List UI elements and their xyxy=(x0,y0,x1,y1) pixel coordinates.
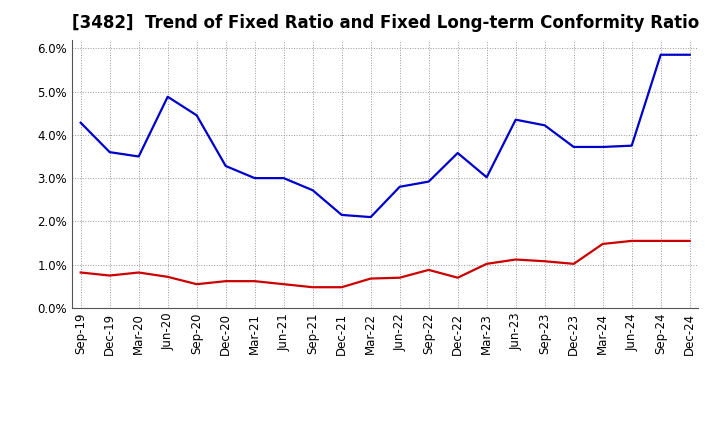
Fixed Ratio xyxy=(221,163,230,169)
Fixed Long-term Conformity Ratio xyxy=(163,274,172,279)
Fixed Ratio xyxy=(279,176,288,181)
Fixed Ratio xyxy=(76,120,85,125)
Fixed Ratio xyxy=(598,144,607,150)
Fixed Long-term Conformity Ratio xyxy=(685,238,694,244)
Fixed Long-term Conformity Ratio xyxy=(338,285,346,290)
Fixed Ratio xyxy=(657,52,665,57)
Title: [3482]  Trend of Fixed Ratio and Fixed Long-term Conformity Ratio: [3482] Trend of Fixed Ratio and Fixed Lo… xyxy=(71,15,699,33)
Fixed Long-term Conformity Ratio xyxy=(570,261,578,267)
Fixed Ratio xyxy=(163,94,172,99)
Fixed Ratio xyxy=(338,212,346,217)
Fixed Long-term Conformity Ratio xyxy=(541,259,549,264)
Fixed Ratio xyxy=(192,113,201,118)
Fixed Long-term Conformity Ratio xyxy=(192,282,201,287)
Fixed Long-term Conformity Ratio xyxy=(627,238,636,244)
Fixed Ratio xyxy=(395,184,404,190)
Fixed Long-term Conformity Ratio xyxy=(482,261,491,267)
Fixed Ratio xyxy=(366,214,375,220)
Fixed Long-term Conformity Ratio xyxy=(279,282,288,287)
Fixed Long-term Conformity Ratio xyxy=(221,279,230,284)
Fixed Ratio xyxy=(308,187,317,193)
Fixed Long-term Conformity Ratio xyxy=(251,279,259,284)
Fixed Ratio xyxy=(424,179,433,184)
Fixed Long-term Conformity Ratio xyxy=(395,275,404,280)
Fixed Ratio xyxy=(482,175,491,180)
Fixed Long-term Conformity Ratio xyxy=(454,275,462,280)
Fixed Long-term Conformity Ratio xyxy=(598,241,607,246)
Fixed Long-term Conformity Ratio xyxy=(511,257,520,262)
Fixed Ratio xyxy=(454,150,462,156)
Fixed Long-term Conformity Ratio xyxy=(657,238,665,244)
Fixed Long-term Conformity Ratio xyxy=(76,270,85,275)
Line: Fixed Long-term Conformity Ratio: Fixed Long-term Conformity Ratio xyxy=(81,241,690,287)
Fixed Ratio xyxy=(570,144,578,150)
Fixed Long-term Conformity Ratio xyxy=(135,270,143,275)
Fixed Ratio xyxy=(511,117,520,122)
Fixed Ratio xyxy=(685,52,694,57)
Fixed Long-term Conformity Ratio xyxy=(308,285,317,290)
Fixed Ratio xyxy=(105,150,114,155)
Fixed Ratio xyxy=(135,154,143,159)
Fixed Ratio xyxy=(627,143,636,148)
Line: Fixed Ratio: Fixed Ratio xyxy=(81,55,690,217)
Fixed Long-term Conformity Ratio xyxy=(366,276,375,281)
Fixed Long-term Conformity Ratio xyxy=(105,273,114,278)
Fixed Ratio xyxy=(251,176,259,181)
Fixed Long-term Conformity Ratio xyxy=(424,267,433,272)
Fixed Ratio xyxy=(541,123,549,128)
